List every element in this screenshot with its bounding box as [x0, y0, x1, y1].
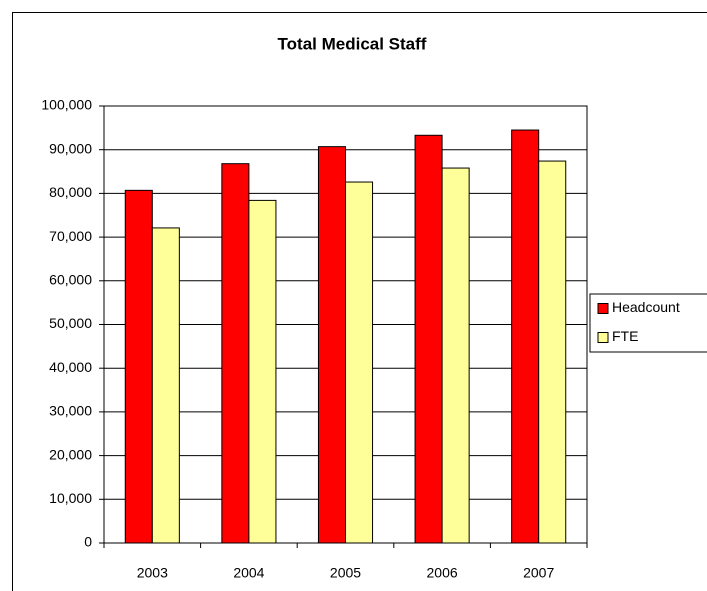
- x-tick-label: 2005: [330, 565, 361, 581]
- y-tick-label: 80,000: [49, 184, 92, 200]
- legend-swatch: [597, 303, 609, 314]
- y-tick-label: 40,000: [49, 359, 92, 375]
- bar: [221, 163, 250, 544]
- y-tick-label: 10,000: [49, 490, 92, 506]
- x-tick-label: 2004: [233, 565, 264, 581]
- y-tick-label: 60,000: [49, 272, 92, 288]
- chart-title: Total Medical Staff: [278, 34, 427, 53]
- y-tick-label: 90,000: [49, 140, 92, 156]
- legend-swatch: [597, 332, 609, 343]
- y-tick-label: 20,000: [49, 446, 92, 462]
- y-tick-label: 100,000: [41, 97, 92, 113]
- bar: [414, 134, 443, 544]
- y-tick-label: 0: [84, 534, 92, 550]
- legend-box: [589, 293, 707, 353]
- y-tick-label: 30,000: [49, 403, 92, 419]
- bar: [124, 189, 153, 544]
- legend-label: Headcount: [612, 299, 680, 315]
- y-tick-label: 70,000: [49, 228, 92, 244]
- bar: [345, 181, 374, 544]
- x-tick-label: 2007: [523, 565, 554, 581]
- bar: [317, 146, 346, 544]
- y-tick-label: 50,000: [49, 315, 92, 331]
- bar: [151, 227, 180, 544]
- plot-border: [103, 105, 588, 544]
- bar: [248, 199, 277, 544]
- x-tick-label: 2006: [427, 565, 458, 581]
- bar: [538, 160, 567, 544]
- legend-label: FTE: [612, 328, 638, 344]
- bar: [511, 129, 540, 544]
- bar: [441, 167, 470, 544]
- x-tick-label: 2003: [137, 565, 168, 581]
